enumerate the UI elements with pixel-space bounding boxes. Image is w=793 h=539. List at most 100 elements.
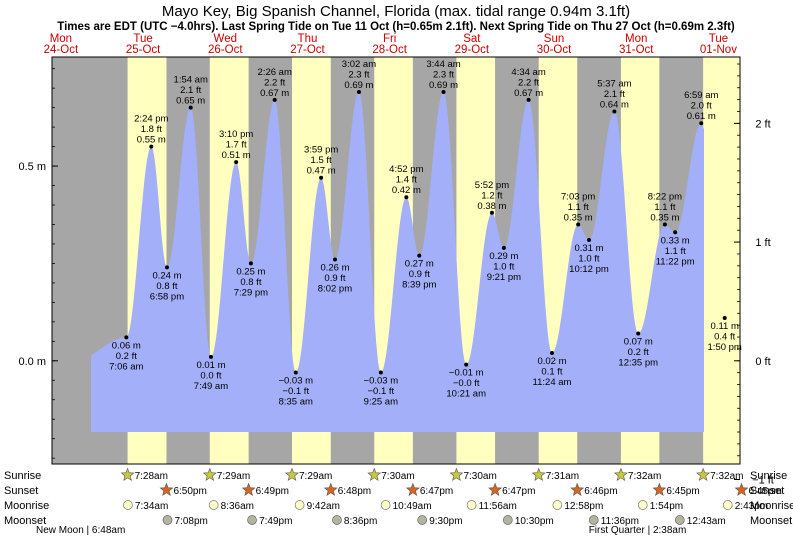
y-tick-label-ft: 1 ft [755, 237, 770, 249]
tide-label: 4:52 pm [389, 164, 423, 175]
tide-label: 5:52 pm [475, 180, 509, 191]
tide-label: 8:39 pm [402, 280, 436, 291]
tide-label: −0.1 ft [282, 386, 309, 397]
tide-label: 0.27 m [405, 259, 434, 270]
sunrise-time: 7:28am [135, 471, 168, 482]
tide-label: 3:02 am [342, 59, 376, 70]
tide-label: 0.51 m [222, 150, 251, 161]
sunset-time: 6:50pm [173, 486, 206, 497]
sunset-time: 6:45pm [666, 486, 699, 497]
tide-labels: 0.06 m0.2 ft7:06 am2:24 pm1.8 ft0.55 m0.… [109, 59, 742, 407]
day-name: Mon [50, 33, 72, 45]
moonset-icon [502, 515, 513, 525]
tide-label: 3:44 am [426, 59, 460, 70]
tide-point [248, 261, 253, 266]
moon-phase-label: First Quarter | 2:38am [589, 525, 687, 536]
tide-label: 0.9 ft [324, 273, 345, 284]
tide-label: 2.0 ft [691, 101, 712, 112]
day-name: Wed [214, 33, 237, 45]
tide-label: 0.35 m [564, 212, 593, 223]
sunset-icon [488, 482, 503, 496]
sunrise-time: 7:30am [381, 471, 414, 482]
tide-label: −0.01 m [449, 368, 484, 379]
tide-point [636, 331, 641, 336]
sunrise-time: 7:30am [463, 471, 496, 482]
tide-point [501, 245, 506, 250]
plot-area [52, 57, 740, 464]
row-label-right: Sunset [750, 485, 784, 497]
moonrise-icon [294, 500, 305, 510]
day-name: Tue [709, 33, 728, 45]
sunrise-time: 7:31am [546, 471, 579, 482]
tide-label: 2:24 pm [134, 114, 168, 125]
moonrise-icon [637, 500, 648, 510]
moonset-icon [674, 515, 685, 525]
tide-label: 7:29 pm [234, 287, 268, 298]
moonrise-icon [466, 500, 477, 510]
moonrise-time: 9:42am [307, 501, 340, 512]
day-date: 25-Oct [126, 44, 161, 56]
sunset-time: 6:48pm [338, 486, 371, 497]
row-label-left: Moonset [4, 515, 46, 527]
sunrise-time: 7:29am [299, 471, 332, 482]
moonset-icon [332, 515, 342, 525]
moonrise-icon [380, 500, 391, 510]
tide-point [272, 97, 277, 102]
tide-label: 2.2 ft [518, 77, 539, 88]
tide-label: −0.1 ft [367, 386, 394, 397]
row-label-left: Sunset [4, 485, 38, 497]
tide-label: 1.2 ft [481, 190, 502, 201]
tide-label: 0.01 m [196, 360, 225, 371]
tide-point [662, 222, 667, 227]
tide-label: 8:22 pm [648, 191, 682, 202]
moonset-time: 9:30pm [429, 516, 462, 527]
row-label-right: Sunrise [750, 470, 787, 482]
moonset-time: 11:36pm [601, 516, 639, 527]
tide-label: 5:37 am [597, 79, 631, 90]
tide-label: 6:59 am [684, 90, 718, 101]
sunrise-icon [120, 467, 135, 481]
tide-label: 1.1 ft [654, 202, 675, 213]
moonrise-icon [208, 500, 219, 510]
tide-label: 3:59 pm [304, 145, 338, 156]
tide-label: 0.02 m [537, 356, 566, 367]
sunrise-icon [449, 467, 464, 481]
chart-header: Mayo Key, Big Spanish Channel, Florida (… [57, 3, 735, 33]
tide-label: 11:24 am [533, 377, 572, 388]
tide-label: 9:25 am [364, 396, 398, 407]
sunset-time: 6:49pm [256, 486, 289, 497]
sunrise-icon [367, 467, 382, 481]
tide-label: 4:34 am [511, 67, 545, 78]
sunset-icon [405, 482, 420, 496]
tide-label: 0.26 m [320, 263, 349, 274]
frame [51, 56, 741, 465]
tide-label: 0.33 m [661, 235, 690, 246]
tide-label: 0.47 m [307, 166, 336, 177]
tide-label: 11:22 pm [656, 256, 695, 267]
row-label-right: Moonrise [750, 500, 793, 512]
sunrise-time: 7:32am [710, 471, 743, 482]
moonrise-time: 10:49am [393, 501, 432, 512]
tide-point [378, 370, 383, 375]
tide-label: 1.0 ft [578, 254, 599, 265]
moonrise-icon [722, 500, 733, 510]
tide-label: 2.1 ft [604, 89, 625, 100]
day-name: Sat [463, 33, 481, 45]
moonset-time: 8:36pm [344, 516, 377, 527]
tide-label: 0.1 ft [541, 367, 562, 378]
moonset-icon [588, 515, 599, 525]
tide-point [332, 257, 337, 262]
chart-title: Mayo Key, Big Spanish Channel, Florida (… [162, 3, 630, 20]
day-labels: Mon24-OctTue25-OctWed26-OctThu27-OctFri2… [44, 33, 738, 56]
tide-point [441, 90, 446, 95]
row-label-left: Moonrise [4, 500, 49, 512]
tide-point [234, 160, 239, 165]
tide-label: 7:49 am [194, 381, 228, 392]
tide-point [404, 195, 409, 200]
tide-point [293, 370, 298, 375]
tide-area [91, 92, 704, 432]
tide-label: 0.38 m [477, 201, 506, 212]
y-tick-label-ft: −1 ft [752, 475, 774, 487]
tide-label: 7:03 pm [561, 191, 595, 202]
tide-point [673, 230, 678, 235]
